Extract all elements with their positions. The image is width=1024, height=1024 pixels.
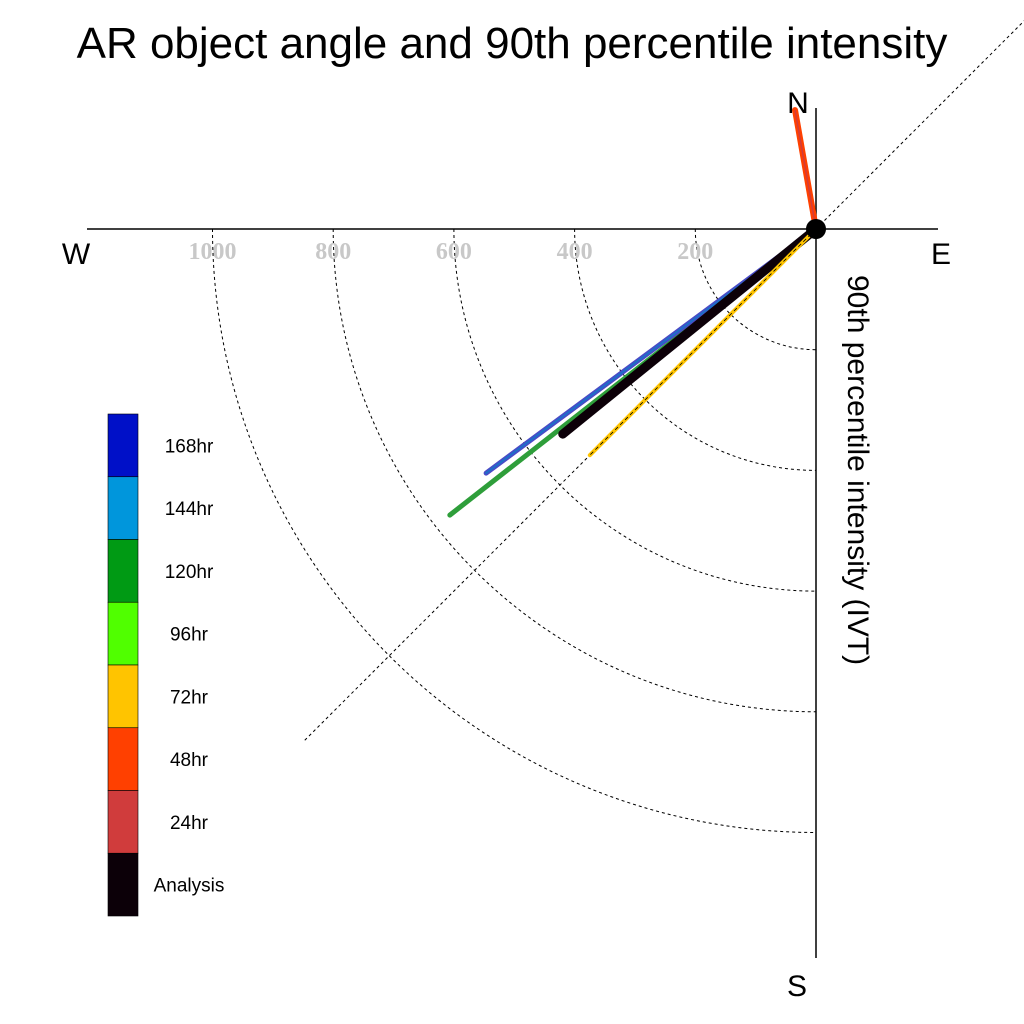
legend-label-analysis: Analysis <box>154 876 225 897</box>
legend-swatch-48hr <box>107 727 139 791</box>
series-line-72hr-accent <box>589 228 817 456</box>
legend: 168hr 144hr 120hr 96hr 72hr 48hr 24hr Analysis <box>107 413 225 917</box>
ring-label-1000: 1000 <box>189 239 237 265</box>
compass-west: W <box>62 238 91 271</box>
series-line-analysis <box>558 224 821 439</box>
legend-swatch-120hr <box>107 539 139 603</box>
ring-label-800: 800 <box>315 239 351 265</box>
legend-label-120hr: 120hr <box>165 562 214 583</box>
compass-south: S <box>787 970 807 1003</box>
legend-swatch-analysis <box>107 852 139 917</box>
origin-marker <box>806 219 826 239</box>
legend-swatch-144hr <box>107 476 139 540</box>
ring-1000 <box>212 228 817 833</box>
chart-title: AR object angle and 90th percentile inte… <box>77 19 948 68</box>
legend-swatch-72hr <box>107 664 139 729</box>
ring-400 <box>574 228 817 471</box>
legend-label-144hr: 144hr <box>165 499 214 520</box>
legend-label-72hr: 72hr <box>170 687 209 708</box>
ring-200 <box>694 228 817 351</box>
series-lines <box>447 107 821 518</box>
legend-label-96hr: 96hr <box>170 625 209 646</box>
legend-swatch-24hr <box>107 790 139 854</box>
ring-label-200: 200 <box>677 239 713 265</box>
legend-label-24hr: 24hr <box>170 813 209 834</box>
series-line-48hr-accent <box>794 110 817 230</box>
ring-label-600: 600 <box>436 239 472 265</box>
diagonal-guide-45 <box>815 20 1024 230</box>
polar-grid: 200 400 600 800 1000 <box>189 20 1024 833</box>
legend-swatch-96hr <box>107 601 139 666</box>
legend-label-48hr: 48hr <box>170 750 209 771</box>
compass-east: E <box>931 238 951 271</box>
ring-label-400: 400 <box>557 239 593 265</box>
legend-swatch-168hr <box>107 413 139 478</box>
compass-north: N <box>787 87 809 120</box>
legend-label-168hr: 168hr <box>165 436 214 457</box>
radial-axis-label: 90th percentile intensity (IVT) <box>841 275 874 665</box>
